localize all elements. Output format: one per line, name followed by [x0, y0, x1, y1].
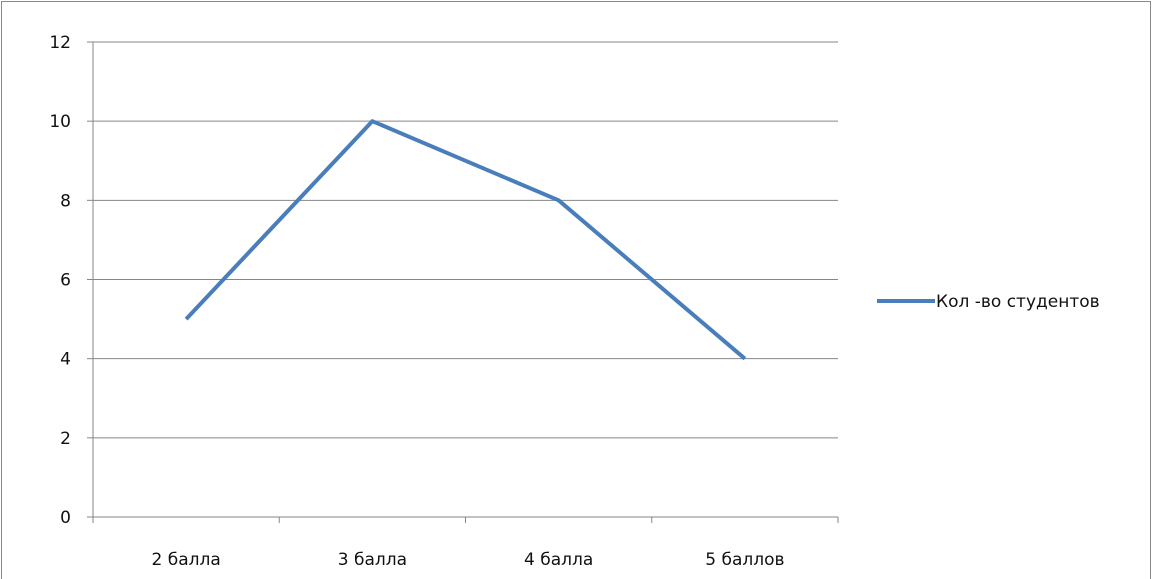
y-tick-label: 12	[49, 33, 71, 53]
series-line	[184, 119, 747, 361]
y-tick-label: 4	[60, 350, 71, 370]
y-tick-labels: 0 2 4 6 8 10 12	[49, 33, 71, 528]
x-tick-label: 2 балла	[151, 550, 220, 570]
legend-label: Кол -во студентов	[936, 292, 1100, 312]
x-tick-label: 5 баллов	[705, 550, 784, 570]
legend: Кол -во студентов	[877, 292, 1100, 312]
y-tick-label: 10	[49, 112, 71, 132]
axes	[87, 41, 839, 523]
y-tick-label: 8	[60, 191, 71, 211]
x-tick-label: 4 балла	[524, 550, 593, 570]
y-tick-label: 6	[60, 271, 71, 291]
x-tick-labels: 2 балла 3 балла 4 балла 5 баллов	[151, 550, 784, 570]
y-tick-label: 2	[60, 429, 71, 449]
y-tick-label: 0	[60, 508, 71, 528]
series-lines	[184, 119, 747, 361]
gridlines	[93, 41, 838, 439]
x-tick-label: 3 балла	[338, 550, 407, 570]
